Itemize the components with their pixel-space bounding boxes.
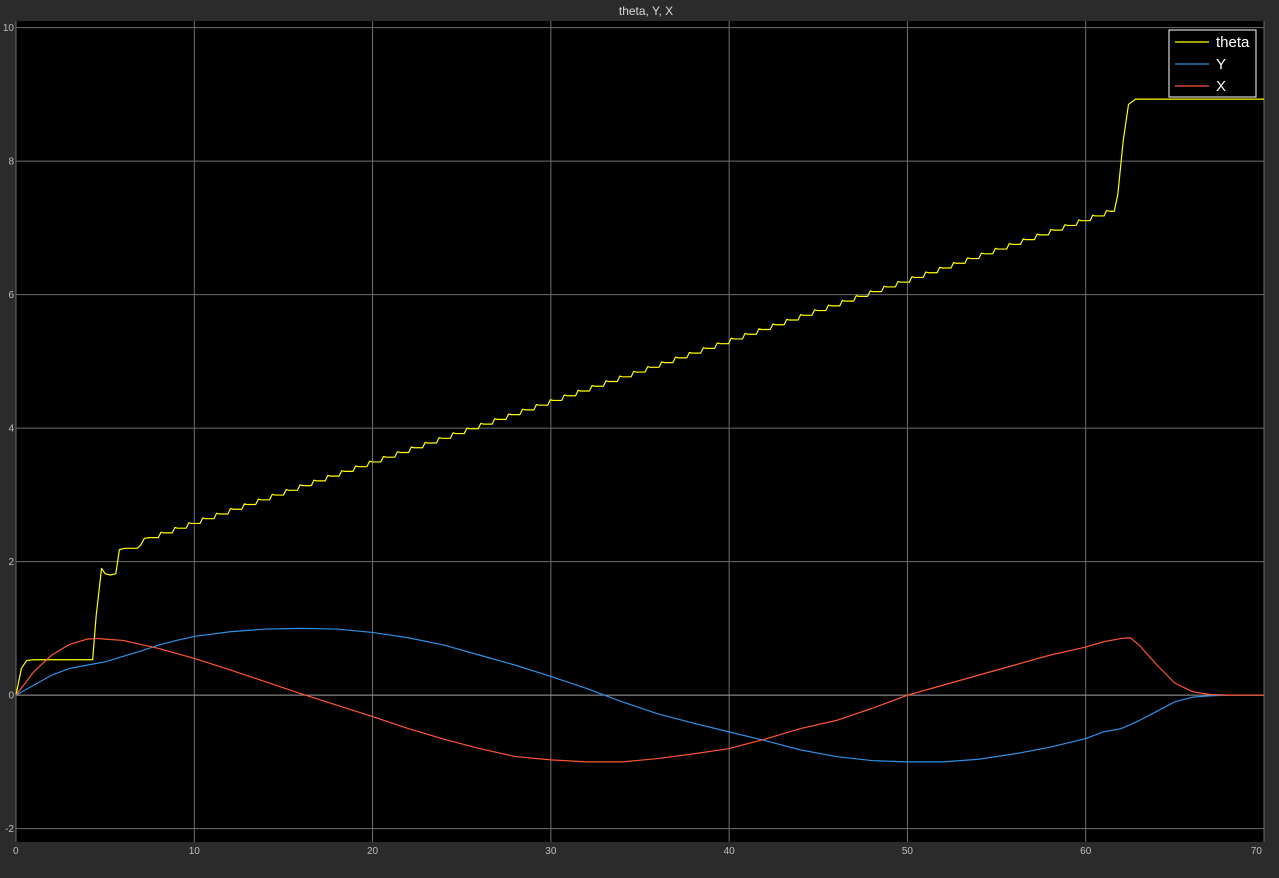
x-tick-label: 20 <box>367 846 379 857</box>
x-tick-label: 0 <box>13 846 19 857</box>
legend-label: X <box>1216 78 1226 95</box>
x-tick-label: 60 <box>1080 846 1092 857</box>
y-tick-label: 2 <box>8 557 14 568</box>
x-tick-label: 10 <box>189 846 201 857</box>
y-tick-label: 6 <box>8 290 14 301</box>
grid-lines <box>15 21 1265 842</box>
x-tick-label: 30 <box>545 846 557 857</box>
plot-area <box>16 21 1264 842</box>
y-tick-label: 4 <box>8 424 14 435</box>
series-line-theta <box>15 98 1264 696</box>
y-tick-label: 10 <box>3 23 15 34</box>
legend-label: theta <box>1216 34 1250 51</box>
y-axis-tick-labels: -2 0 2 4 6 8 10 <box>3 23 15 835</box>
x-tick-label: 40 <box>724 846 736 857</box>
series-line-x <box>15 637 1264 763</box>
y-tick-label: 8 <box>8 157 14 168</box>
y-tick-label: 0 <box>8 691 14 702</box>
series-lines <box>15 98 1264 763</box>
chart-title: theta, Y, X <box>619 4 673 18</box>
x-tick-label: 50 <box>902 846 914 857</box>
x-tick-label: 70 <box>1251 846 1263 857</box>
x-axis-tick-labels: 0 10 20 30 40 50 60 70 <box>13 846 1262 857</box>
legend[interactable]: theta YX <box>1168 29 1257 98</box>
legend-label: Y <box>1216 56 1226 73</box>
y-tick-label: -2 <box>5 824 14 835</box>
series-line-y <box>15 627 1264 763</box>
